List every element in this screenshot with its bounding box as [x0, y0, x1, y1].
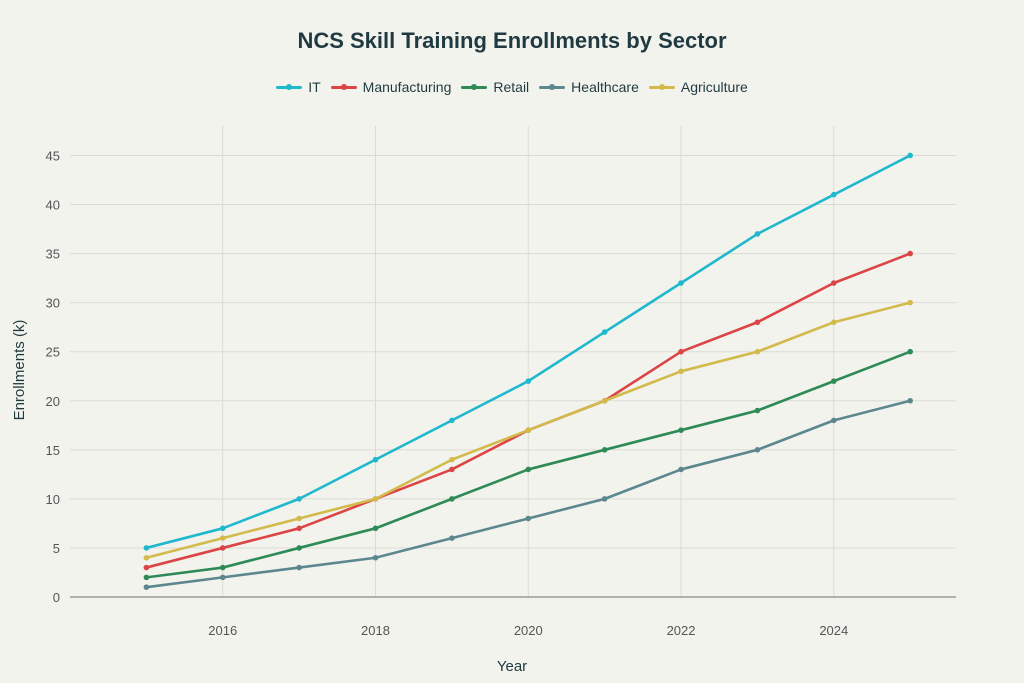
y-tick-label: 5 [53, 541, 60, 556]
data-point-agriculture [372, 496, 379, 502]
legend-item-manufacturing[interactable]: Manufacturing [330, 79, 452, 95]
data-point-retail [754, 407, 761, 414]
data-point-retail [830, 378, 837, 384]
data-point-it [296, 496, 302, 502]
x-tick-label: 2022 [667, 623, 696, 638]
data-point-healthcare [830, 417, 837, 424]
data-point-it [601, 329, 608, 335]
data-point-retail [449, 496, 455, 502]
data-point-manufacturing [678, 348, 684, 355]
data-point-it [372, 456, 379, 463]
legend-item-agriculture[interactable]: Agriculture [648, 79, 748, 95]
legend-swatch [330, 83, 357, 90]
data-point-it [219, 525, 226, 532]
legend-swatch [648, 83, 675, 90]
legend-swatch [539, 83, 566, 90]
data-point-healthcare [525, 515, 532, 522]
y-axis-label: Enrollments (k) [11, 320, 28, 421]
data-point-retail [525, 466, 532, 473]
legend-item-it[interactable]: IT [276, 79, 321, 95]
data-point-retail [907, 348, 913, 355]
x-axis-label: Year [497, 658, 527, 675]
data-point-manufacturing [907, 250, 913, 257]
y-tick-label: 20 [46, 394, 60, 409]
data-point-healthcare [754, 447, 761, 453]
data-point-it [449, 417, 455, 424]
y-tick-label: 10 [46, 492, 60, 507]
data-point-agriculture [219, 535, 226, 541]
legend: IT Manufacturing Retail Healthcare Agricultu… [0, 79, 1024, 95]
y-tick-label: 45 [46, 148, 60, 163]
data-point-agriculture [449, 456, 455, 463]
data-point-manufacturing [754, 319, 761, 326]
data-point-retail [143, 574, 150, 581]
data-point-retail [678, 427, 684, 433]
x-tick-label: 2020 [514, 623, 543, 638]
data-point-it [907, 152, 913, 159]
data-point-it [830, 191, 837, 198]
y-tick-label: 35 [46, 247, 60, 262]
data-point-it [143, 545, 150, 551]
data-point-manufacturing [830, 280, 837, 286]
legend-label: Retail [493, 79, 530, 95]
data-point-agriculture [907, 299, 913, 306]
chart-title: NCS Skill Training Enrollments by Sector [297, 28, 727, 53]
data-point-it [754, 231, 761, 237]
legend-label: Agriculture [680, 79, 748, 95]
data-point-agriculture [678, 368, 684, 375]
y-tick-label: 40 [46, 198, 60, 213]
x-tick-label: 2024 [819, 623, 848, 638]
legend-swatch [276, 83, 303, 90]
legend-swatch [461, 83, 488, 90]
data-point-it [678, 280, 684, 286]
y-tick-label: 0 [53, 590, 60, 605]
data-point-retail [601, 447, 608, 453]
legend-label: IT [308, 79, 321, 95]
data-point-manufacturing [296, 525, 302, 532]
data-point-retail [219, 564, 226, 571]
data-point-it [525, 378, 532, 384]
legend-label: Manufacturing [362, 79, 452, 95]
legend-item-healthcare[interactable]: Healthcare [539, 79, 639, 95]
y-tick-label: 15 [46, 443, 60, 458]
data-point-manufacturing [219, 545, 226, 551]
data-point-healthcare [143, 584, 150, 590]
data-point-manufacturing [143, 564, 150, 571]
data-point-agriculture [754, 348, 761, 355]
data-point-agriculture [525, 427, 532, 433]
data-point-healthcare [372, 554, 379, 561]
data-point-agriculture [296, 515, 302, 522]
x-tick-label: 2016 [208, 623, 237, 638]
data-point-retail [372, 525, 379, 532]
data-point-healthcare [907, 397, 913, 404]
data-point-healthcare [296, 564, 302, 571]
data-point-healthcare [449, 535, 455, 541]
x-tick-label: 2018 [361, 623, 390, 638]
legend-label: Healthcare [571, 79, 639, 95]
legend-item-retail[interactable]: Retail [461, 79, 529, 95]
data-point-agriculture [601, 397, 608, 404]
data-point-healthcare [219, 574, 226, 581]
data-point-healthcare [678, 466, 684, 473]
y-tick-label: 30 [46, 296, 60, 311]
y-tick-label: 25 [46, 345, 60, 360]
data-point-retail [296, 545, 302, 551]
data-point-agriculture [143, 554, 150, 561]
data-point-manufacturing [449, 466, 455, 473]
data-point-agriculture [830, 319, 837, 326]
data-point-healthcare [601, 496, 608, 502]
